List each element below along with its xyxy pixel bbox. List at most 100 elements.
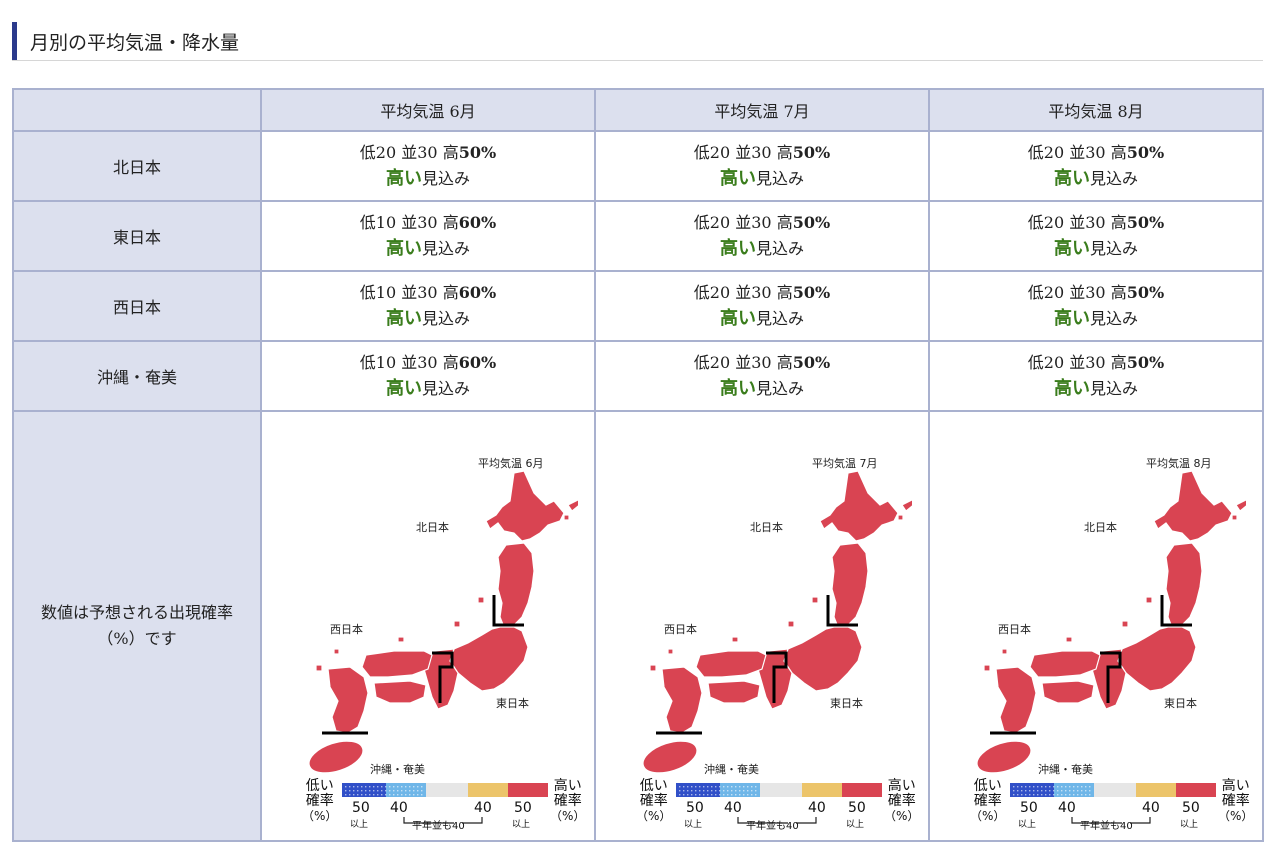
chugoku [1029, 650, 1101, 678]
map-title: 平均気温 8月 [1146, 457, 1212, 470]
outlook-rest: 見込み [421, 239, 470, 258]
map-label-east: 東日本 [496, 697, 529, 710]
outlook-text: 高い見込み [596, 166, 928, 192]
probability-values: 低20 並30 高50% [930, 210, 1262, 236]
high-probability-prefix: 高 [442, 283, 459, 302]
legend-tick-40-high: 40 [474, 800, 492, 816]
probability-values: 低10 並30 高60% [262, 350, 594, 376]
normal-probability: 並30 [401, 283, 438, 302]
probability-values: 低20 並30 高50% [930, 140, 1262, 166]
outlook-rest: 見込み [1089, 239, 1138, 258]
outlook-text: 高い見込み [930, 376, 1262, 402]
low-probability: 低20 [693, 353, 731, 372]
outlook-rest: 見込み [755, 379, 804, 398]
table-row: 西日本 低10 並30 高60% 高い見込み 低20 並30 高50% 高い見込み 低20… [12, 270, 1264, 342]
outlook-rest: 見込み [1089, 169, 1138, 188]
probability-cell: 低20 並30 高50% 高い見込み [594, 340, 930, 412]
high-probability-prefix: 高 [776, 143, 793, 162]
map-label-okinawa: 沖縄・奄美 [1038, 763, 1093, 776]
prefecture-shapes [308, 470, 578, 774]
outlook-strong: 高い [1053, 238, 1090, 259]
outlook-strong: 高い [385, 168, 422, 189]
legend-tick-50-low: 50 [352, 800, 370, 816]
low-probability: 低20 [359, 143, 397, 162]
low-probability: 低20 [693, 213, 731, 232]
high-probability-prefix: 高 [1110, 283, 1127, 302]
legend-tick-40-high: 40 [808, 800, 826, 816]
probability-values: 低20 並30 高50% [930, 280, 1262, 306]
legend-dots [679, 786, 757, 796]
map-label-north: 北日本 [1084, 521, 1117, 534]
high-probability-value: 50% [1126, 283, 1165, 302]
low-probability: 低20 [1027, 353, 1065, 372]
table-row: 沖縄・奄美 低10 並30 高60% 高い見込み 低20 並30 高50% 高い見込み低… [12, 340, 1264, 412]
outlook-text: 高い見込み [930, 306, 1262, 332]
okinawa-amami [976, 740, 1032, 774]
map-label-north: 北日本 [416, 521, 449, 534]
probability-cell: 低20 並30 高50% 高い見込み [928, 270, 1264, 342]
legend-high-title: 高い 確率 （%） [1218, 778, 1254, 824]
normal-probability: 並30 [735, 353, 772, 372]
outlook-strong: 高い [719, 168, 756, 189]
legend-normal-note: 平年並も40 [1080, 821, 1133, 832]
probability-values: 低20 並30 高50% [596, 210, 928, 236]
probability-cell: 低20 並30 高50% 高い見込み [260, 130, 596, 202]
outlook-strong: 高い [719, 308, 756, 329]
map-label-okinawa: 沖縄・奄美 [370, 763, 425, 776]
high-probability-value: 60% [458, 353, 497, 372]
boundary-north-east [1160, 595, 1192, 627]
outlook-text: 高い見込み [596, 306, 928, 332]
normal-probability: 並30 [401, 143, 438, 162]
high-probability-value: 60% [458, 213, 497, 232]
outlook-rest: 見込み [755, 309, 804, 328]
legend-dots [345, 786, 423, 796]
probability-cell: 低20 並30 高50% 高い見込み [928, 130, 1264, 202]
section-title-accent-bar [12, 22, 17, 60]
map-label-west: 西日本 [664, 623, 697, 636]
japan-map [308, 470, 578, 824]
low-probability: 低20 [693, 143, 731, 162]
high-probability-prefix: 高 [442, 353, 459, 372]
probability-cell: 低20 並30 高50% 高い見込み [594, 130, 930, 202]
outlook-strong: 高い [385, 308, 422, 329]
column-header-jun: 平均気温 6月 [260, 88, 596, 132]
legend-ijou-low: 以上 [1018, 820, 1037, 830]
forecast-map: 平均気温 7月 北日本 西日本 東日本 沖縄・奄美 低い 確率 （%） 高い 確率 （%） 50 以上 4… [612, 421, 919, 832]
low-probability: 低20 [693, 283, 731, 302]
table-row: 東日本 低10 並30 高60% 高い見込み 低20 並30 高50% 高い見込み 低20… [12, 200, 1264, 272]
map-label-north: 北日本 [750, 521, 783, 534]
legend-tick-50-high: 50 [848, 800, 866, 816]
high-probability-prefix: 高 [442, 143, 459, 162]
boundary-east-west [766, 651, 788, 703]
map-cell: 平均気温 6月 北日本 西日本 東日本 沖縄・奄美 低い 確率 （%） 高い 確率 （%） 50 以上 4… [260, 410, 596, 842]
legend-normal-note: 平年並も40 [746, 821, 799, 832]
probability-values: 低20 並30 高50% [596, 350, 928, 376]
probability-values: 低10 並30 高60% [262, 280, 594, 306]
outlook-strong: 高い [1053, 168, 1090, 189]
okinawa-amami [642, 740, 698, 774]
legend-tick-50-low: 50 [1020, 800, 1038, 816]
legend-tick-50-low: 50 [686, 800, 704, 816]
legend-ijou-low: 以上 [684, 820, 703, 830]
boundary-east-west [432, 651, 454, 703]
shikoku [1041, 680, 1095, 704]
column-header-jul: 平均気温 7月 [594, 88, 930, 132]
japan-map [642, 470, 912, 824]
map-label-east: 東日本 [830, 697, 863, 710]
probability-values: 低10 並30 高60% [262, 210, 594, 236]
hokkaido [1153, 470, 1233, 542]
region-boundaries [322, 595, 524, 735]
outlook-rest: 見込み [421, 309, 470, 328]
high-probability-value: 50% [792, 353, 831, 372]
outlook-text: 高い見込み [262, 236, 594, 262]
high-probability-value: 60% [458, 283, 497, 302]
high-probability-prefix: 高 [442, 213, 459, 232]
high-probability-prefix: 高 [1110, 353, 1127, 372]
legend-ijou-high: 以上 [512, 820, 531, 830]
map-label-west: 西日本 [330, 623, 363, 636]
low-probability: 低10 [359, 353, 397, 372]
normal-probability: 並30 [735, 283, 772, 302]
normal-probability: 並30 [1069, 213, 1106, 232]
legend-tick-50-high: 50 [514, 800, 532, 816]
region-header: 沖縄・奄美 [12, 340, 262, 412]
